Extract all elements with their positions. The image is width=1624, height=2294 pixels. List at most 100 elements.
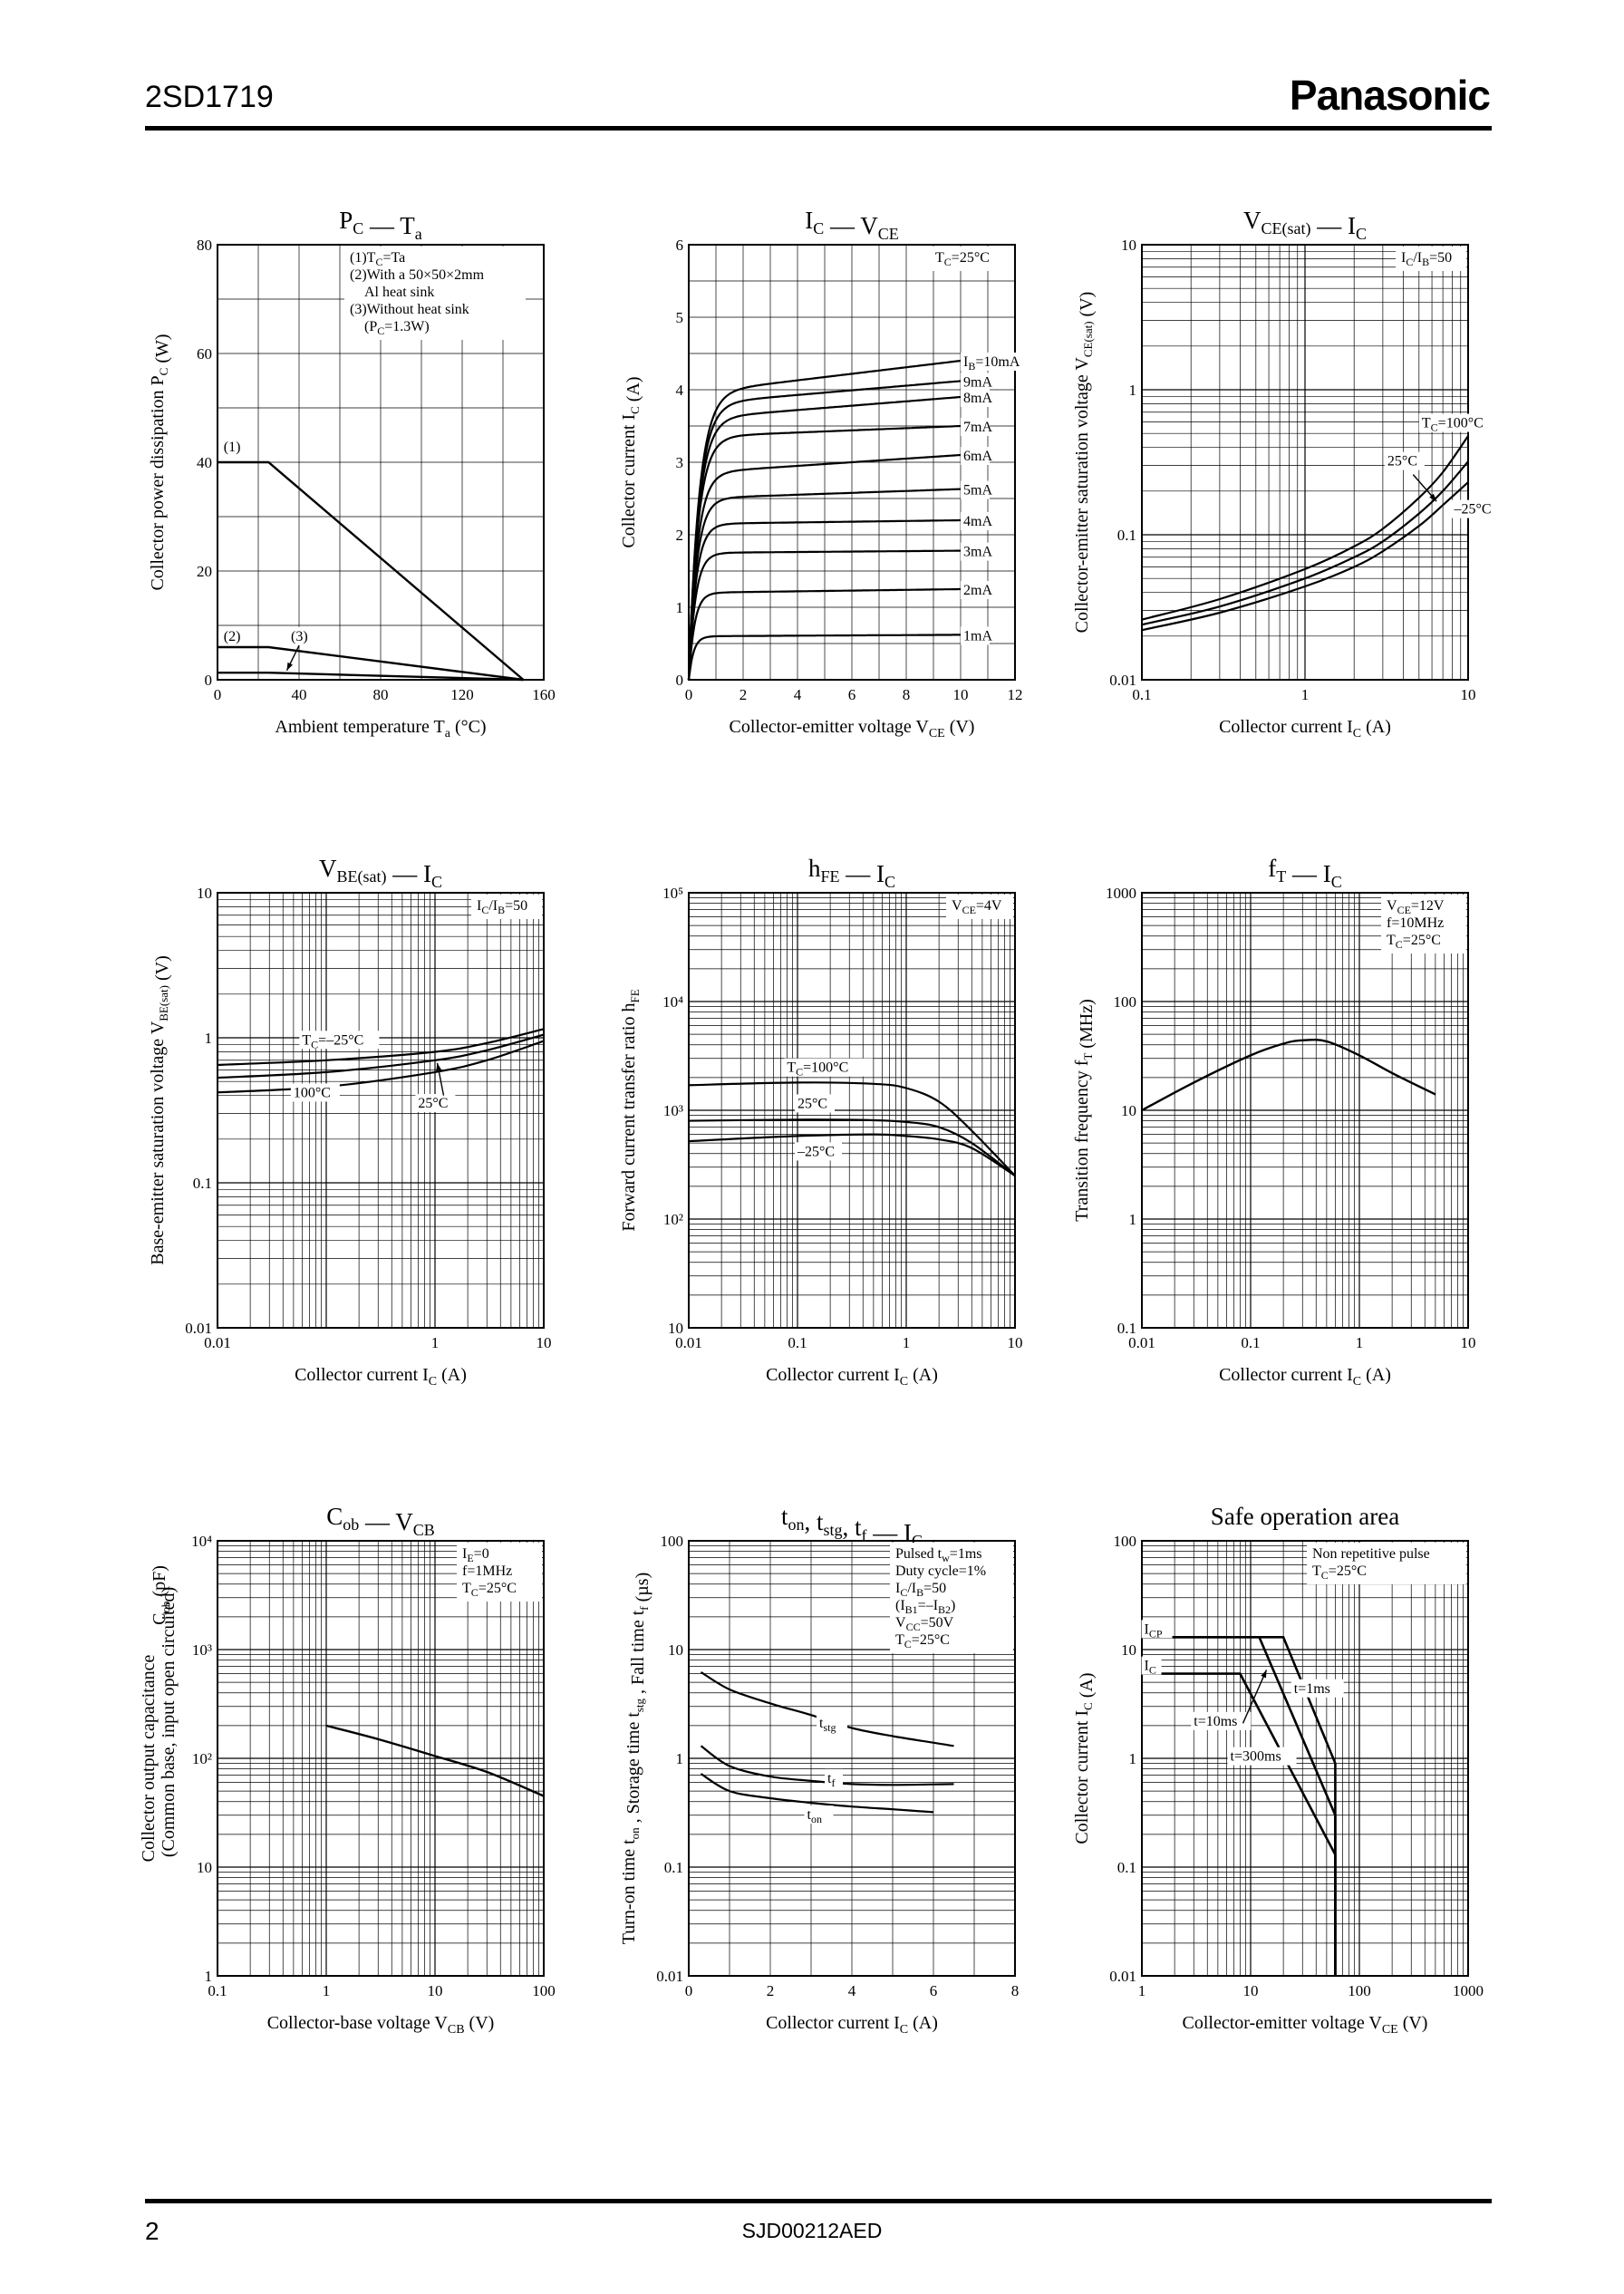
y-tick-label: 0.1 bbox=[1117, 1859, 1136, 1876]
y-tick-label: 10 bbox=[197, 1859, 212, 1876]
ft-curve bbox=[1141, 1039, 1436, 1112]
chart-title: VBE(sat) — IC bbox=[319, 855, 442, 891]
legend-box bbox=[457, 1543, 542, 1602]
brand-logo: Panasonic bbox=[1289, 72, 1491, 119]
y-tick-label: 100 bbox=[1114, 1533, 1137, 1550]
grid bbox=[218, 1541, 544, 1976]
x-tick-label: 0 bbox=[685, 686, 693, 703]
temp-label-m25: TC=–25°C bbox=[302, 1032, 363, 1050]
grid bbox=[689, 893, 1015, 1328]
legend-entry: IC/IB=50 bbox=[477, 898, 527, 916]
plot-frame bbox=[217, 892, 545, 1329]
ib-curve-label: 6mA bbox=[963, 449, 992, 464]
label-bg bbox=[1227, 1747, 1297, 1766]
ib-curve-label: 1mA bbox=[963, 628, 992, 644]
label-bg bbox=[1384, 451, 1425, 470]
ib-curve-label: 3mA bbox=[963, 545, 992, 560]
label-bg bbox=[961, 389, 990, 407]
vbesat-ic-chart: 0.01 1 10 0.01 0.1 1 10 VBE(sat) — IC Collector … bbox=[148, 855, 552, 1389]
x-tick-label: 8 bbox=[903, 686, 911, 703]
x-tick-label: 0.1 bbox=[1132, 686, 1151, 703]
ib-curve bbox=[687, 424, 962, 681]
x-tick-label: 8 bbox=[1011, 1982, 1020, 1999]
grid bbox=[1142, 1541, 1468, 1976]
label-bg bbox=[1290, 1679, 1344, 1698]
y-tick-label: 10³ bbox=[663, 1102, 683, 1119]
switch-curve bbox=[700, 1670, 954, 1747]
label-10ms: t=10ms bbox=[1194, 1714, 1237, 1729]
grid bbox=[1142, 893, 1468, 1328]
label-bg bbox=[795, 1094, 835, 1113]
label-bg bbox=[961, 542, 990, 561]
x-tick-label: 2 bbox=[740, 686, 748, 703]
chart-title: Safe operation area bbox=[1211, 1503, 1399, 1530]
x-tick-label: 160 bbox=[532, 686, 556, 703]
legend-entry: IC/IB=50 bbox=[1401, 250, 1452, 268]
label-bg bbox=[825, 1768, 843, 1787]
temp-label-25: 25°C bbox=[418, 1096, 448, 1111]
y-axis-symbol: Cob (pF) bbox=[150, 1565, 172, 1625]
label-bg bbox=[961, 373, 990, 392]
x-tick-label: 100 bbox=[1348, 1982, 1371, 1999]
legend-box bbox=[1396, 247, 1466, 271]
legend-entry: (1)TC=Ta bbox=[350, 250, 405, 268]
y-tick-label: 10² bbox=[192, 1750, 212, 1767]
x-tick-label: 1 bbox=[903, 1334, 911, 1351]
grid bbox=[1142, 245, 1468, 680]
chart-title: ton, tstg, tf — IC bbox=[781, 1503, 923, 1550]
legend-box bbox=[344, 247, 526, 340]
legend-entry: Non repetitive pulse bbox=[1312, 1546, 1430, 1562]
x-tick-label: 0.1 bbox=[1241, 1334, 1260, 1351]
footer-rule bbox=[145, 2199, 1492, 2203]
y-tick-label: 10⁵ bbox=[662, 885, 683, 902]
plot-frame bbox=[217, 1540, 545, 1977]
annotation-1: (1) bbox=[224, 440, 241, 455]
label-bg bbox=[1141, 1656, 1162, 1675]
label-bg bbox=[961, 480, 990, 499]
y-tick-label: 1 bbox=[1129, 382, 1137, 399]
chart-title: VCE(sat) — IC bbox=[1243, 207, 1367, 243]
x-tick-label: 10 bbox=[1008, 1334, 1023, 1351]
legend-entry: IE=0 bbox=[462, 1546, 489, 1564]
plot-frame bbox=[688, 244, 1016, 681]
ib-curve-label: 5mA bbox=[963, 483, 992, 498]
x-tick-label: 1 bbox=[1138, 1982, 1146, 1999]
y-tick-label: 0.1 bbox=[1117, 527, 1136, 544]
temp-label-25: 25°C bbox=[1387, 454, 1417, 469]
y-tick-label: 0.1 bbox=[193, 1175, 212, 1192]
x-axis-label: Collector-emitter voltage VCE (V) bbox=[1183, 2013, 1428, 2037]
y-tick-label: 1 bbox=[205, 1968, 213, 1985]
label-bg bbox=[299, 1031, 380, 1050]
y-axis-label: Collector current IC (A) bbox=[1072, 1672, 1097, 1844]
y-axis-label-2: (Common base, input open circuited) bbox=[159, 1587, 179, 1857]
y-tick-label: 20 bbox=[197, 563, 212, 580]
tf-label: tf bbox=[827, 1771, 835, 1789]
grid bbox=[218, 893, 544, 1328]
temp-curve bbox=[688, 1118, 1016, 1177]
y-tick-label: 5 bbox=[676, 309, 684, 326]
legend-box bbox=[930, 247, 1013, 271]
x-tick-label: 0.01 bbox=[1128, 1334, 1155, 1351]
x-tick-label: 1 bbox=[1356, 1334, 1364, 1351]
chart-title: PC — Ta bbox=[339, 207, 422, 243]
y-tick-label: 0.01 bbox=[185, 1320, 212, 1337]
temp-label-m25: –25°C bbox=[1453, 502, 1491, 518]
y-tick-label: 10 bbox=[668, 1320, 683, 1337]
document-code: SJD00212AED bbox=[741, 2219, 883, 2242]
x-tick-label: 10 bbox=[1461, 686, 1476, 703]
ton-label: ton bbox=[807, 1807, 822, 1825]
y-tick-label: 1000 bbox=[1106, 885, 1136, 902]
temp-curve bbox=[217, 1033, 545, 1079]
legend-box bbox=[471, 895, 542, 919]
tstg-label: tstg bbox=[819, 1716, 836, 1734]
y-tick-label: 1 bbox=[676, 1750, 684, 1767]
legend-box bbox=[1381, 895, 1466, 953]
x-tick-label: 10 bbox=[536, 1334, 552, 1351]
arrow-head bbox=[286, 662, 293, 671]
legend-entry: Duty cycle=1% bbox=[895, 1563, 986, 1579]
y-tick-label: 10 bbox=[668, 1641, 683, 1659]
ib-curve-label: 2mA bbox=[963, 583, 992, 598]
legend-entry: Al heat sink bbox=[364, 285, 434, 300]
